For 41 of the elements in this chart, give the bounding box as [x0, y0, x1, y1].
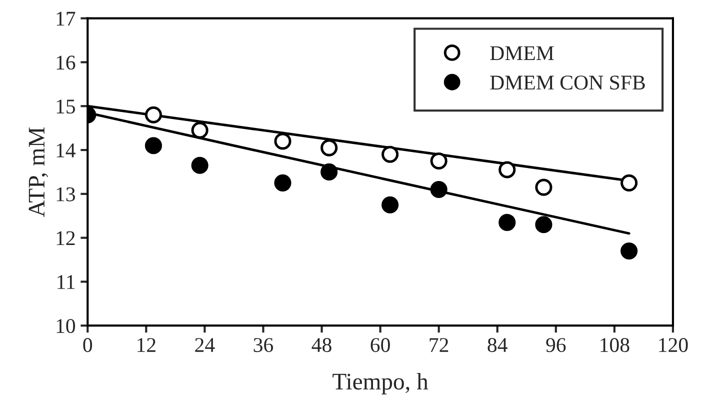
point — [144, 106, 162, 124]
y-tick-label: 11 — [58, 275, 75, 289]
point — [274, 174, 292, 192]
x-tick-label: 36 — [254, 338, 274, 352]
x-axis-title: Tiempo, h — [332, 372, 428, 394]
x-tick-label: 72 — [430, 338, 448, 352]
point — [382, 196, 399, 214]
x-tick-label: 0 — [83, 338, 92, 352]
x-tick-label: 48 — [312, 338, 332, 352]
x-tick-label: 60 — [370, 338, 390, 352]
point — [144, 137, 162, 154]
x-tick-label: 120 — [659, 338, 688, 352]
legend-label: DMEM — [490, 46, 554, 60]
y-tick-label: 10 — [56, 318, 76, 334]
y-tick-label: 14 — [56, 143, 76, 158]
point — [191, 122, 208, 139]
y-tick-label: 17 — [56, 12, 76, 26]
point — [498, 161, 516, 178]
point — [320, 163, 338, 180]
legend-label: DMEM CON SFB — [490, 76, 645, 90]
point — [498, 214, 516, 231]
y-tick-label: 12 — [56, 231, 75, 246]
x-tick-label: 108 — [600, 338, 630, 352]
point — [320, 139, 338, 156]
point — [430, 180, 448, 198]
point — [535, 216, 552, 234]
x-tick-label: 12 — [138, 338, 156, 352]
y-axis-title: ATP, mM — [28, 127, 48, 217]
x-tick-label: 84 — [488, 338, 508, 352]
point — [274, 132, 292, 150]
point — [620, 174, 638, 192]
x-tick-label: 96 — [546, 338, 566, 352]
x-tick-label: 24 — [195, 338, 215, 352]
y-tick-label: 15 — [56, 100, 76, 114]
point — [535, 178, 552, 196]
y-tick-label: 13 — [56, 187, 76, 202]
point — [620, 242, 638, 260]
point — [382, 146, 399, 163]
point — [191, 156, 208, 174]
y-tick-label: 16 — [56, 56, 76, 70]
point — [430, 152, 448, 170]
